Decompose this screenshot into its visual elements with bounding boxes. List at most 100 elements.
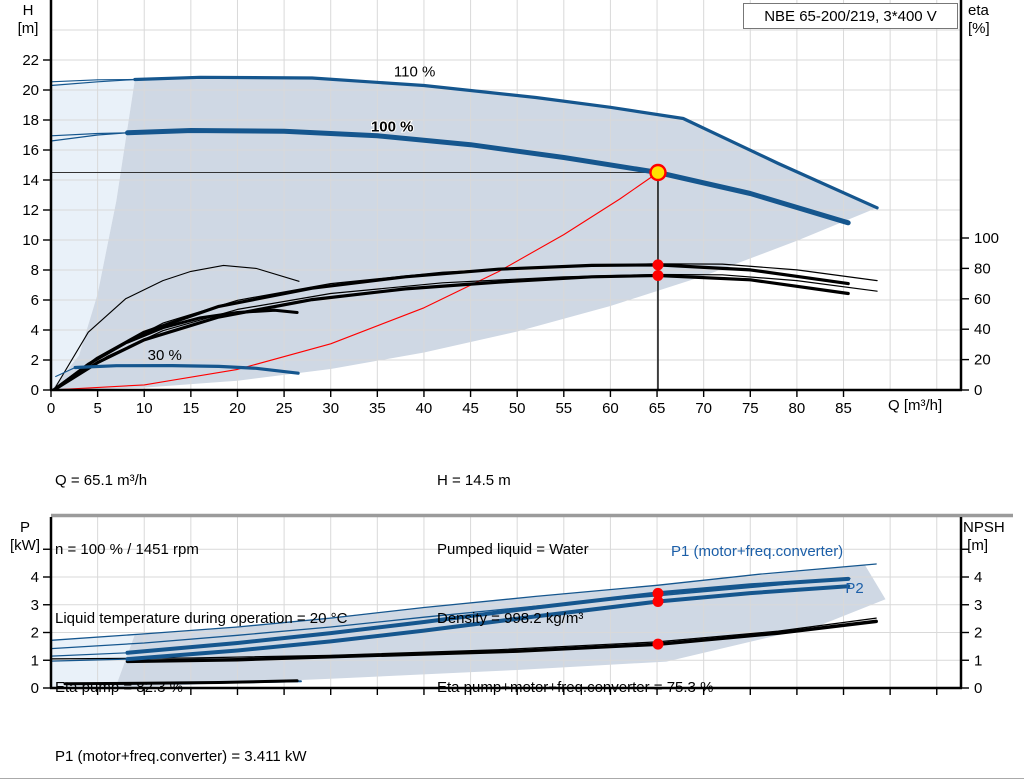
power-npsh-chart: P1 (motor+freq.converter) P2 0 1 2 3 4 0 1 2 3 4 bbox=[31, 513, 1013, 697]
qh-30-curve bbox=[73, 364, 300, 375]
info-liquid: Pumped liquid = Water bbox=[437, 541, 589, 558]
y-tick-label: 12 bbox=[22, 202, 39, 219]
p2-100-curve bbox=[125, 584, 851, 662]
qh-eta-chart-plot-area bbox=[51, 0, 961, 390]
qh-30-min bbox=[55, 366, 76, 378]
qh-110-min-b bbox=[51, 78, 136, 83]
npsh-axis-title: NPSH [m] bbox=[963, 519, 1005, 554]
y-tick-label: 18 bbox=[22, 112, 39, 129]
info-temperature: Liquid temperature during operation = 20… bbox=[55, 610, 348, 627]
y-tick-label: 0 bbox=[31, 680, 39, 697]
x-tick-label: 40 bbox=[416, 400, 433, 417]
y-tick-label: 0 bbox=[31, 382, 39, 399]
x-tick-label: 20 bbox=[229, 400, 246, 417]
power-npsh-chart-plot-area bbox=[51, 517, 961, 688]
y-tick-label: 6 bbox=[31, 292, 39, 309]
y-tick-label: 4 bbox=[31, 569, 39, 586]
y-tick-label: 14 bbox=[22, 172, 39, 189]
eta-tick-label: 2 bbox=[974, 625, 982, 642]
info-eta-pump: Eta pump = 82.3 % bbox=[55, 679, 183, 696]
x-tick-label: 30 bbox=[322, 400, 339, 417]
duty-info-left: Q = 65.1 m³/h n = 100 % / 1451 rpm Liqui… bbox=[55, 423, 347, 745]
eta-axis-title: eta [%] bbox=[968, 2, 990, 37]
p2-100-min bbox=[51, 658, 129, 662]
qh-100-min-b bbox=[51, 132, 129, 137]
x-tick-label: 10 bbox=[136, 400, 153, 417]
duty-point-marker bbox=[649, 163, 667, 182]
curve-label: 110 % bbox=[394, 64, 435, 81]
page-divider bbox=[0, 778, 1024, 779]
power-info: P1 (motor+freq.converter) = 3.411 kW P2 … bbox=[55, 699, 307, 781]
eta-pump-marker bbox=[652, 259, 664, 271]
eta-tick-label: 1 bbox=[974, 652, 982, 669]
operating-envelope-dark bbox=[51, 77, 878, 390]
q-axis-title: Q [m³/h] bbox=[888, 397, 943, 414]
x-tick-label: 65 bbox=[649, 400, 666, 417]
y-tick-label: 22 bbox=[22, 52, 39, 69]
x-tick-label: 50 bbox=[509, 400, 526, 417]
x-tick-label: 45 bbox=[462, 400, 479, 417]
npsh-100-curve bbox=[125, 619, 878, 664]
p1-marker bbox=[652, 587, 664, 599]
info-speed: n = 100 % / 1451 rpm bbox=[55, 541, 199, 558]
p1-110-curve bbox=[51, 563, 877, 641]
y-tick-label: 2 bbox=[31, 352, 39, 369]
x-tick-label: 75 bbox=[742, 400, 759, 417]
y-tick-label: 1 bbox=[31, 652, 39, 669]
info-density: Density = 998.2 kg/m³ bbox=[437, 610, 584, 627]
operating-envelope-light bbox=[51, 79, 135, 390]
x-tick-label: 0 bbox=[47, 400, 55, 417]
eta-tick-label: 80 bbox=[974, 260, 991, 277]
qh-110-curve bbox=[133, 75, 879, 210]
eta-tick-label: 20 bbox=[974, 352, 991, 369]
y-tick-label: 3 bbox=[31, 597, 39, 614]
eta-tick-label: 4 bbox=[974, 569, 982, 586]
x-tick-label: 15 bbox=[183, 400, 200, 417]
system-curve bbox=[51, 171, 659, 390]
curve-label: 30 % bbox=[148, 347, 182, 364]
x-tick-label: 5 bbox=[93, 400, 101, 417]
eta-tick-label: 0 bbox=[974, 382, 982, 399]
x-tick-label: 35 bbox=[369, 400, 386, 417]
p-30-curve bbox=[63, 679, 299, 686]
qh-100-curve bbox=[125, 128, 851, 226]
eta-tick-label: 100 bbox=[974, 230, 999, 247]
eta-total-100-curve bbox=[52, 273, 850, 390]
info-eta-total: Eta pump+motor+freq.converter = 75.3 % bbox=[437, 679, 714, 696]
p2-marker bbox=[652, 596, 664, 608]
p1-100-min bbox=[51, 652, 129, 657]
eta-pump-30-curve bbox=[53, 264, 300, 390]
x-tick-label: 60 bbox=[602, 400, 619, 417]
x-tick-label: 25 bbox=[276, 400, 293, 417]
h-axis-title: H [m] bbox=[17, 2, 39, 37]
duty-info-right: H = 14.5 m Pumped liquid = Water Density… bbox=[437, 423, 713, 745]
info-q: Q = 65.1 m³/h bbox=[55, 472, 148, 489]
npsh-marker bbox=[652, 638, 664, 650]
x-tick-label: 55 bbox=[555, 400, 572, 417]
x-tick-label: 70 bbox=[695, 400, 712, 417]
npsh-110-curve bbox=[51, 617, 877, 660]
y-tick-label: 16 bbox=[22, 142, 39, 159]
pump-type-box: NBE 65-200/219, 3*400 V bbox=[743, 3, 958, 29]
y-tick-label: 4 bbox=[31, 322, 39, 339]
eta-total-marker bbox=[652, 270, 664, 282]
p2-110-curve bbox=[51, 577, 851, 650]
y-tick-label: 8 bbox=[31, 262, 39, 279]
qh-eta-chart: 110 % 100 % 30 % 0 2 4 6 8 10 12 14 16 18 20 22 0 20 40 60… bbox=[22, 0, 999, 417]
x-tick-label: 85 bbox=[835, 400, 852, 417]
eta-tick-label: 40 bbox=[974, 321, 991, 338]
curve-label: P1 (motor+freq.converter) bbox=[671, 543, 843, 560]
info-p1: P1 (motor+freq.converter) = 3.411 kW bbox=[55, 748, 307, 765]
y-tick-label: 10 bbox=[22, 232, 39, 249]
y-tick-label: 20 bbox=[22, 82, 39, 99]
info-head: H = 14.5 m bbox=[437, 472, 511, 489]
eta-tick-label: 3 bbox=[974, 597, 982, 614]
curve-label: 100 % bbox=[371, 118, 414, 135]
p-axis-title: P [kW] bbox=[10, 519, 40, 554]
eta-tick-label: 60 bbox=[974, 291, 991, 308]
y-tick-label: 2 bbox=[31, 625, 39, 642]
p1-100-curve bbox=[125, 576, 851, 655]
eta-total-30-curve bbox=[52, 308, 299, 390]
